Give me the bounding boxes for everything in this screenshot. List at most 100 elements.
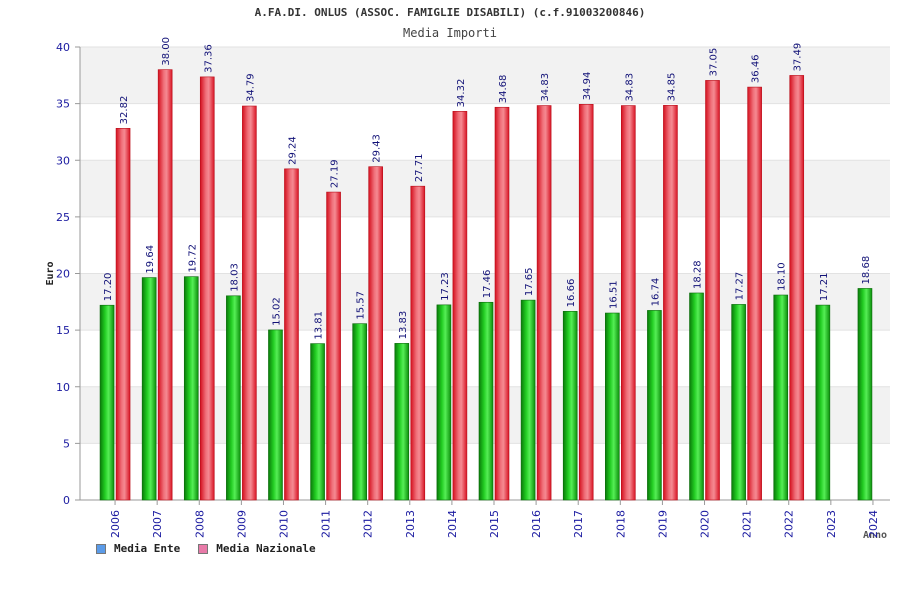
- y-tick-label: 20: [56, 268, 70, 281]
- x-tick-label: 2010: [277, 510, 290, 538]
- data-label: 32.82: [119, 96, 130, 125]
- bar-media-ente: [647, 310, 662, 501]
- data-label: 16.66: [566, 279, 577, 308]
- bar-media-nazionale: [452, 111, 468, 501]
- data-label: 17.23: [440, 272, 451, 301]
- data-label: 37.36: [203, 44, 214, 73]
- data-label: 34.32: [456, 79, 467, 108]
- data-label: 27.71: [414, 154, 425, 183]
- x-tick-label: 2009: [235, 510, 248, 538]
- x-axis-label: Anno: [863, 530, 887, 541]
- bar-media-nazionale: [789, 75, 805, 501]
- x-tick-label: 2019: [656, 510, 669, 538]
- x-tick-label: 2016: [530, 510, 543, 538]
- bar-media-nazionale: [578, 104, 594, 501]
- data-label: 15.57: [356, 291, 367, 320]
- y-tick-label: 0: [63, 494, 70, 507]
- x-tick-label: 2017: [572, 510, 585, 538]
- bar-media-nazionale: [410, 185, 426, 501]
- x-tick-label: 2011: [320, 510, 333, 538]
- bar-media-ente: [815, 304, 831, 501]
- x-tick-label: 2018: [614, 510, 627, 538]
- data-label: 34.79: [245, 73, 256, 102]
- data-label: 36.46: [751, 54, 762, 83]
- x-tick-label: 2021: [741, 510, 754, 538]
- data-label: 34.85: [666, 73, 677, 102]
- bar-media-nazionale: [326, 191, 341, 501]
- data-label: 37.49: [793, 43, 804, 72]
- bar-media-ente: [857, 288, 873, 501]
- x-tick-label: 2012: [362, 510, 375, 538]
- bar-media-nazionale: [242, 105, 257, 501]
- bar-media-ente: [436, 304, 452, 501]
- data-label: 37.05: [709, 48, 720, 77]
- bar-media-ente: [731, 304, 746, 501]
- data-label: 13.83: [398, 311, 409, 340]
- data-label: 34.68: [498, 75, 509, 104]
- bar-media-ente: [773, 294, 789, 501]
- x-tick-label: 2013: [404, 510, 417, 538]
- y-tick-label: 10: [56, 381, 70, 394]
- y-tick-label: 15: [56, 324, 70, 337]
- bar-media-ente: [226, 295, 241, 501]
- data-label: 17.27: [735, 272, 746, 301]
- x-tick-label: 2022: [783, 510, 796, 538]
- x-tick-label: 2006: [109, 510, 122, 538]
- y-tick-label: 25: [56, 211, 70, 224]
- data-label: 17.46: [482, 270, 493, 299]
- bar-media-nazionale: [157, 69, 173, 501]
- x-tick-label: 2014: [446, 510, 459, 538]
- data-label: 17.20: [103, 273, 114, 302]
- x-tick-label: 2008: [193, 510, 206, 538]
- legend-swatch-media-nazionale: [198, 543, 209, 554]
- bar-media-ente: [520, 299, 536, 501]
- bar-media-ente: [99, 304, 115, 501]
- data-label: 18.10: [777, 262, 788, 291]
- bar-media-nazionale: [536, 105, 552, 501]
- bar-media-nazionale: [368, 166, 383, 501]
- x-tick-label: 2020: [699, 510, 712, 538]
- bar-media-ente: [394, 343, 410, 501]
- data-label: 17.65: [524, 267, 535, 296]
- bar-media-ente: [689, 292, 704, 501]
- data-label: 19.72: [187, 244, 198, 273]
- legend-item-media-nazionale: Media Nazionale: [198, 542, 316, 555]
- data-label: 34.83: [540, 73, 551, 102]
- data-label: 18.68: [861, 256, 872, 285]
- data-label: 38.00: [161, 37, 172, 66]
- data-label: 18.28: [693, 260, 704, 289]
- data-label: 16.74: [650, 278, 661, 307]
- x-tick-label: 2024: [867, 510, 880, 538]
- data-label: 27.19: [330, 159, 341, 188]
- data-label: 19.64: [145, 245, 156, 274]
- bar-media-nazionale: [494, 106, 510, 501]
- y-tick-label: 30: [56, 154, 70, 167]
- bar-media-ente: [268, 329, 283, 501]
- chart-title: A.FA.DI. ONLUS (ASSOC. FAMIGLIE DISABILI…: [254, 6, 646, 19]
- bar-media-nazionale: [115, 128, 131, 501]
- bar-media-ente: [352, 323, 367, 501]
- y-tick-label: 35: [56, 98, 70, 111]
- data-label: 16.51: [608, 280, 619, 309]
- chart-legend: Media Ente Media Nazionale: [96, 542, 334, 555]
- bar-media-nazionale: [705, 80, 720, 501]
- x-tick-label: 2023: [825, 510, 838, 538]
- bar-media-nazionale: [284, 168, 299, 501]
- data-label: 34.94: [582, 72, 593, 101]
- x-tick-label: 2007: [151, 510, 164, 538]
- bar-media-ente: [562, 311, 578, 501]
- bar-media-ente: [183, 276, 199, 501]
- legend-label-media-ente: Media Ente: [114, 542, 181, 555]
- y-tick-label: 40: [56, 41, 70, 54]
- legend-label-media-nazionale: Media Nazionale: [216, 542, 316, 555]
- bar-media-ente: [310, 343, 325, 501]
- y-axis-label: Euro: [45, 261, 56, 285]
- data-label: 29.43: [372, 134, 383, 163]
- data-label: 17.21: [819, 272, 830, 301]
- data-label: 15.02: [271, 297, 282, 326]
- data-label: 29.24: [287, 136, 298, 165]
- data-label: 18.03: [229, 263, 240, 292]
- bar-media-ente: [605, 312, 620, 501]
- legend-swatch-media-ente: [96, 543, 106, 554]
